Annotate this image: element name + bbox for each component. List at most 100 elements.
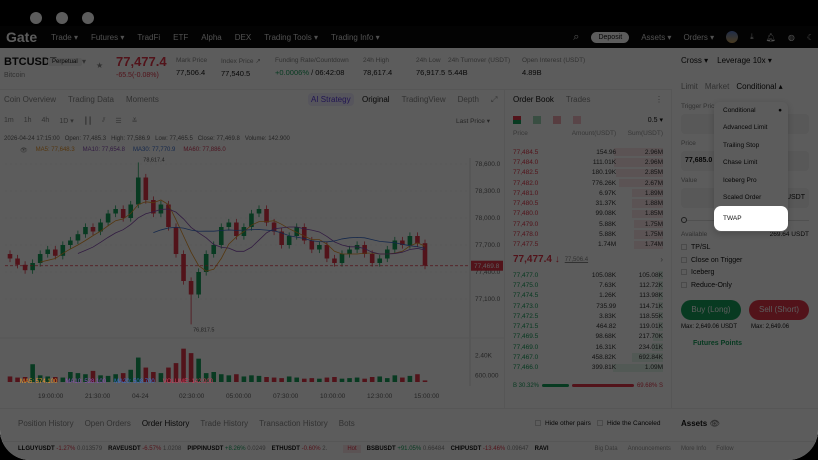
precision-dropdown[interactable]: 0.5 ▾ <box>647 117 663 124</box>
nav-futures[interactable]: Futures ▾ <box>90 32 125 42</box>
minimize-window-button[interactable] <box>56 12 68 24</box>
margin-mode-dropdown[interactable]: Cross ▾ <box>681 56 709 65</box>
bid-row[interactable]: 77,477.0 105.08K 105.08K <box>513 270 663 280</box>
more-icon[interactable]: ⋮ <box>655 95 663 104</box>
ask-row[interactable]: 77,482.0 776.26K 2.67M <box>513 178 663 188</box>
bid-row[interactable]: 77,473.0 735.99 114.71K <box>513 301 663 311</box>
footer-link[interactable]: More Info <box>680 445 707 452</box>
maximize-window-button[interactable] <box>82 12 94 24</box>
ticker-item[interactable]: PIPPINUSDT +8.26% 0.0249 <box>187 445 266 452</box>
menu-scaled-order[interactable]: Scaled Order <box>723 193 762 201</box>
candle-body <box>226 222 232 227</box>
ask-row[interactable]: 77,479.0 5.88K 1.75M <box>513 219 663 229</box>
book-bids-icon[interactable] <box>533 116 541 124</box>
hide-canceled-checkbox[interactable] <box>597 420 603 427</box>
ask-row[interactable]: 77,480.5 31.37K 1.88M <box>513 198 663 208</box>
nav-trading-tools[interactable]: Trading Tools ▾ <box>264 32 319 42</box>
download-icon[interactable]: ⤓ <box>750 32 754 41</box>
ticker-item[interactable]: CHIPUSDT -13.46% 0.09647 <box>450 445 529 452</box>
search-icon[interactable]: ⌕ <box>573 30 580 43</box>
ask-row[interactable]: 77,481.0 6.97K 1.89M <box>513 188 663 198</box>
book-both-icon[interactable] <box>513 116 521 124</box>
tab-trade-history[interactable]: Trade History <box>200 419 249 428</box>
nav-tradfi[interactable]: TradFi <box>137 32 161 42</box>
ask-row[interactable]: 77,484.0 111.01K 2.96M <box>513 157 663 167</box>
window-controls <box>30 12 94 24</box>
checkbox-tp-sl[interactable]: TP/SL <box>681 244 809 257</box>
theme-moon-icon[interactable]: ☾ <box>806 32 814 42</box>
tab-trades[interactable]: Trades <box>565 95 591 104</box>
tab-order-history[interactable]: Order History <box>141 419 190 428</box>
eye-icon[interactable]: 👁︎ <box>709 419 720 428</box>
sell-short-button[interactable]: Sell (Short) <box>749 300 809 320</box>
ask-row[interactable]: 77,482.5 180.19K 2.85M <box>513 168 663 178</box>
bid-row[interactable]: 77,475.0 7.63K 112.72K <box>513 280 663 290</box>
bell-icon[interactable]: 🔔︎ <box>765 32 776 42</box>
ask-row[interactable]: 77,477.5 1.74M 1.74M <box>513 240 663 250</box>
tab-open-orders[interactable]: Open Orders <box>84 419 131 428</box>
ask-row[interactable]: 77,478.0 5.88K 1.75M <box>513 229 663 239</box>
book-asks-icon[interactable] <box>553 116 561 124</box>
ticker-item[interactable]: RAVEUSDT -6.57% 1.0208 <box>108 445 182 452</box>
ob-amount: 458.82K <box>591 353 617 361</box>
nav-alpha[interactable]: Alpha <box>201 32 222 42</box>
menu-chase-limit[interactable]: Chase Limit <box>723 159 758 167</box>
bid-row[interactable]: 77,471.5 464.82 119.01K <box>513 321 663 331</box>
tab-conditional[interactable]: Conditional ▴ <box>736 82 783 91</box>
ticker-item[interactable]: RAVI <box>534 445 549 452</box>
ticker-item[interactable]: ETHUSDT -0.60% 2. <box>271 445 328 452</box>
globe-icon[interactable]: ◍ <box>787 32 795 42</box>
tab-transaction-history[interactable]: Transaction History <box>259 419 328 428</box>
ask-row[interactable]: 77,484.5 154.96 2.96M <box>513 147 663 157</box>
menu-iceberg-pro[interactable]: Iceberg Pro <box>723 176 757 184</box>
bid-row[interactable]: 77,469.0 16.31K 234.01K <box>513 342 663 352</box>
ticker-item[interactable]: BSBUSDT +91.05% 0.66484 <box>366 445 445 452</box>
nav-etf[interactable]: ETF <box>173 32 189 42</box>
nav-dex[interactable]: DEX <box>234 32 252 42</box>
ob-amount: 154.96 <box>596 148 617 156</box>
footer-link[interactable]: Big Data <box>594 445 618 452</box>
nav-orders[interactable]: Orders ▾ <box>683 32 715 42</box>
buy-long-button[interactable]: Buy (Long) <box>681 300 741 320</box>
checkbox-reduce-only[interactable]: Reduce-Only <box>681 282 809 295</box>
menu-conditional[interactable]: Conditional ● <box>714 102 788 119</box>
tab-market[interactable]: Market <box>704 82 730 91</box>
buy-ratio: B 30.32% <box>513 382 540 389</box>
bid-row[interactable]: 77,469.5 98.68K 217.70K <box>513 332 663 342</box>
nav-assets[interactable]: Assets ▾ <box>641 32 672 42</box>
checkbox-iceberg[interactable]: Iceberg <box>681 269 809 282</box>
menu-advanced-limit[interactable]: Advanced Limit <box>723 124 768 132</box>
nav-trading-info[interactable]: Trading Info ▾ <box>331 32 380 42</box>
volume-bar <box>354 377 360 382</box>
book-mixed-icon[interactable] <box>573 116 581 124</box>
chevron-right-icon[interactable]: › <box>660 255 663 265</box>
tab-position-history[interactable]: Position History <box>18 419 74 428</box>
leverage-dropdown[interactable]: Leverage 10x ▾ <box>717 56 772 65</box>
bid-row[interactable]: 77,472.5 3.83K 118.55K <box>513 311 663 321</box>
ob-last-price: 77,477.4 ↓ <box>513 254 560 266</box>
ob-amount: 111.01K <box>592 158 617 166</box>
tab-limit[interactable]: Limit <box>681 82 698 91</box>
ask-row[interactable]: 77,480.0 99.08K 1.85M <box>513 209 663 219</box>
bid-row[interactable]: 77,466.0 399.81K 1.09M <box>513 363 663 373</box>
ob-sum: 1.75M <box>644 231 663 239</box>
avatar[interactable] <box>726 31 739 43</box>
nav-trade[interactable]: Trade ▾ <box>51 32 78 42</box>
futures-points-link[interactable]: Futures Points <box>693 340 743 347</box>
ticker-item[interactable]: LLGUYUSDT -1.27% 0.013579 <box>18 445 103 452</box>
bid-row[interactable]: 77,474.5 1.26K 113.98K <box>513 291 663 301</box>
menu-twap[interactable]: TWAP <box>714 206 788 231</box>
deposit-button[interactable]: Deposit <box>591 31 630 43</box>
footer-link[interactable]: Announcements <box>627 445 671 452</box>
bid-row[interactable]: 77,467.0 458.82K 692.84K <box>513 352 663 362</box>
tab-bots[interactable]: Bots <box>338 419 355 428</box>
footer-link[interactable]: Follow <box>716 445 734 452</box>
menu-trailing-stop[interactable]: Trailing Stop <box>723 141 760 149</box>
tab-order-book[interactable]: Order Book <box>513 95 554 104</box>
checkbox-close-on-trigger[interactable]: Close on Trigger <box>681 257 809 270</box>
hide-other-pairs-checkbox[interactable] <box>535 420 541 427</box>
price-chart[interactable]: 78,600.078,300.078,000.077,700.077,400.0… <box>0 48 505 408</box>
close-window-button[interactable] <box>30 12 42 24</box>
ob-sum: 217.70K <box>638 333 663 341</box>
ob-price: 77,474.5 <box>513 292 539 300</box>
